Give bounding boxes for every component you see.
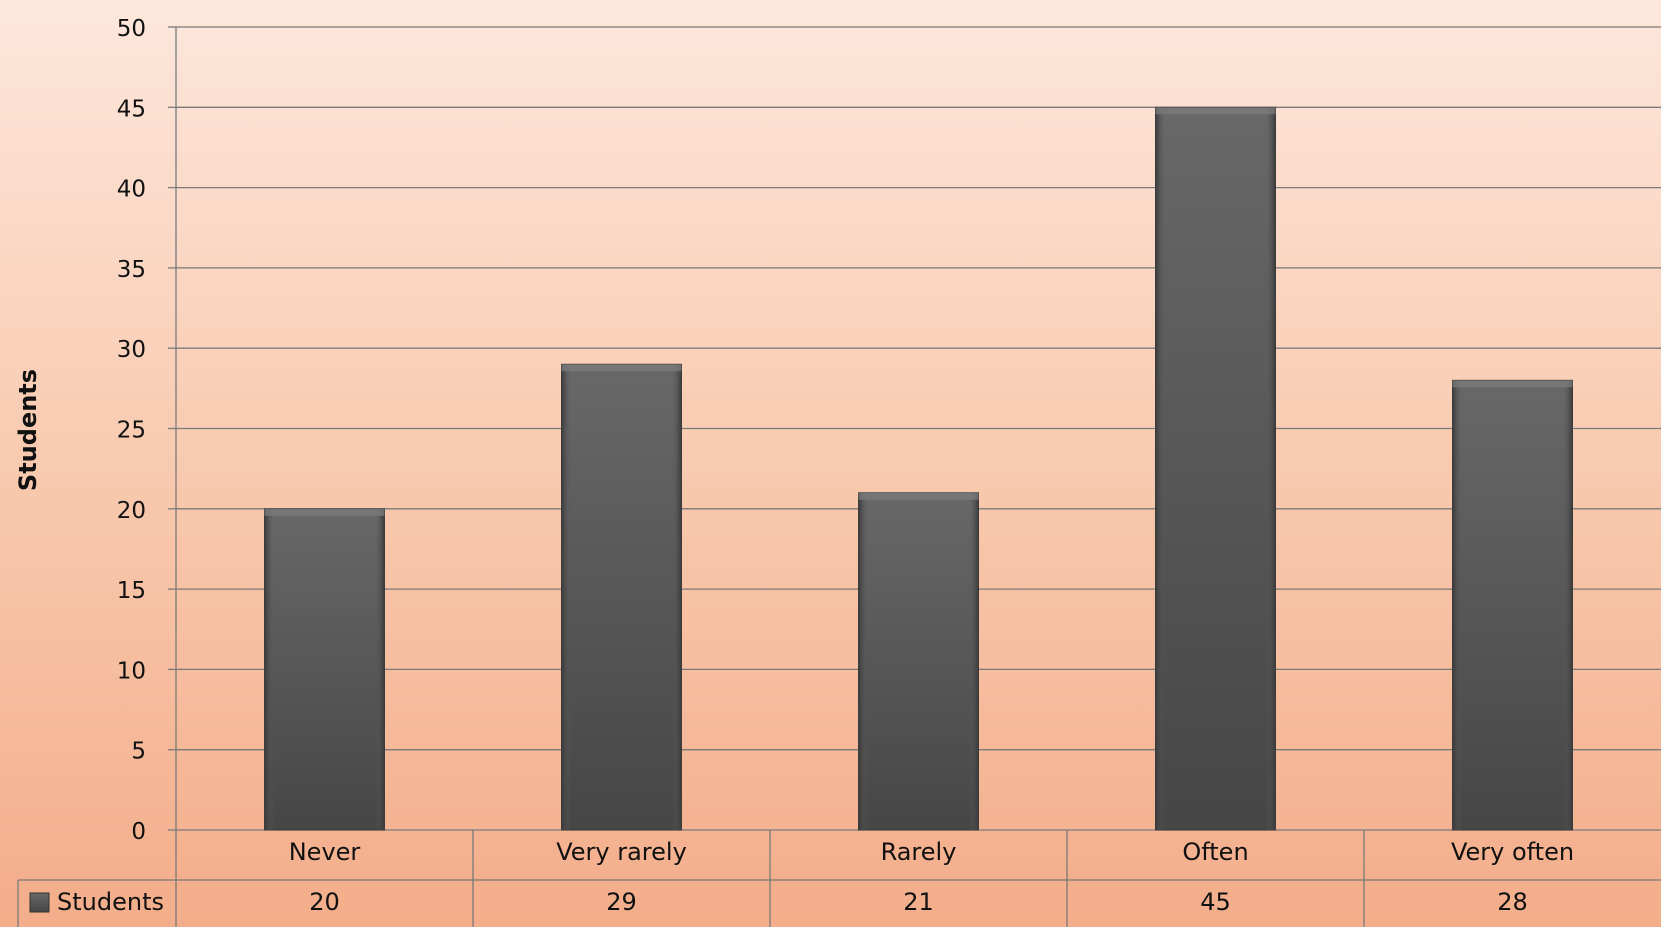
category-label: Rarely	[881, 838, 957, 866]
y-tick-label: 5	[131, 739, 146, 765]
y-tick-label: 40	[117, 177, 146, 203]
data-label: 20	[309, 888, 340, 916]
y-axis-ticks: 0 5 10 15 20 25 30 35 40 45 50	[117, 16, 146, 845]
category-label: Never	[289, 838, 361, 866]
y-tick-label: 35	[117, 257, 146, 283]
bar-group	[1452, 379, 1573, 831]
bar-cap	[561, 364, 682, 372]
bar-group	[561, 363, 682, 831]
y-axis-label: Students	[14, 369, 42, 491]
y-tick-label: 30	[117, 337, 146, 363]
data-label: 21	[903, 888, 934, 916]
category-label: Very often	[1451, 838, 1574, 866]
bar-bevel	[1155, 107, 1276, 831]
y-tick-label: 45	[117, 96, 146, 122]
bar-bevel	[1452, 380, 1573, 830]
data-label: 45	[1200, 888, 1231, 916]
bar-bevel	[264, 508, 385, 830]
bar-cap	[1155, 107, 1276, 115]
data-table: Never Very rarely Rarely Often Very often 20 2…	[17, 830, 1661, 927]
bar-bevel	[561, 364, 682, 830]
y-tick-label: 50	[117, 16, 146, 42]
y-tick-label: 20	[117, 498, 146, 524]
bars	[264, 106, 1573, 831]
y-tick-label: 15	[117, 578, 146, 604]
category-label: Often	[1182, 838, 1248, 866]
bar-cap	[264, 508, 385, 516]
bar-bevel	[858, 492, 979, 830]
bar-group	[264, 508, 385, 831]
data-label: 29	[606, 888, 637, 916]
y-tick-label: 0	[131, 819, 146, 845]
bar-group	[858, 492, 979, 831]
category-label: Very rarely	[556, 838, 687, 866]
legend-series-label: Students	[57, 888, 164, 916]
bar-group	[1155, 106, 1276, 831]
bar-cap	[1452, 380, 1573, 388]
legend-key-icon	[29, 892, 50, 913]
bar-cap	[858, 492, 979, 500]
data-label: 28	[1497, 888, 1528, 916]
y-tick-label: 10	[117, 658, 146, 684]
y-tick-label: 25	[117, 418, 146, 444]
